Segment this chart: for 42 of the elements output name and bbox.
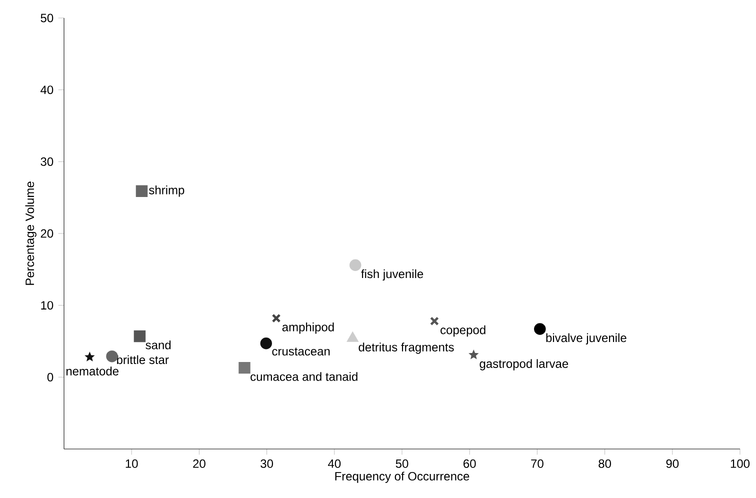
x-tick-label: 40 [328,459,341,468]
series-label: brittle star [117,355,169,364]
x-tick-label: 80 [598,459,612,468]
series-label: crustacean [272,348,330,356]
series-label: copepod [440,325,486,337]
x-tick-label: 30 [260,459,274,468]
x-tick-label: 90 [666,459,679,468]
point [534,323,546,335]
x-tick-label: 20 [193,459,206,468]
series-label: amphipod [282,322,334,334]
x-axis-title: Frequency of Occurrence [335,472,470,483]
y-tick-label: 20 [40,229,54,238]
point [260,338,272,350]
point [347,332,358,342]
point [430,316,439,326]
x-tick-label: 10 [126,459,138,468]
y-tick-label: 0 [47,372,54,382]
y-tick-label: 50 [40,14,54,22]
series-label: nematode [66,366,119,376]
point [84,352,94,362]
point [272,314,281,323]
x-tick-label: 70 [531,459,544,468]
series-label: bivalve juvenile [546,333,626,344]
y-tick-label: 30 [40,157,54,166]
point [106,350,118,362]
series-label: gastropod larvae [480,359,568,370]
y-tick-label: 40 [40,86,54,94]
series-label: cumacea and tanaid [250,372,358,381]
point [238,362,250,374]
point [349,259,362,271]
series-label: sand [146,340,171,350]
x-tick-label: 50 [396,459,408,468]
x-tick-label: 60 [464,459,476,468]
y-tick-label: 10 [41,301,54,310]
point [134,330,146,342]
y-axis-title: Percentage Volume [25,182,36,285]
x-tick-label: 100 [730,459,750,468]
series-label: detritus fragments [358,342,454,354]
series-label: shrimp [149,186,184,197]
series-label: fish juvenile [361,269,424,281]
point [136,185,148,197]
point [468,350,478,359]
